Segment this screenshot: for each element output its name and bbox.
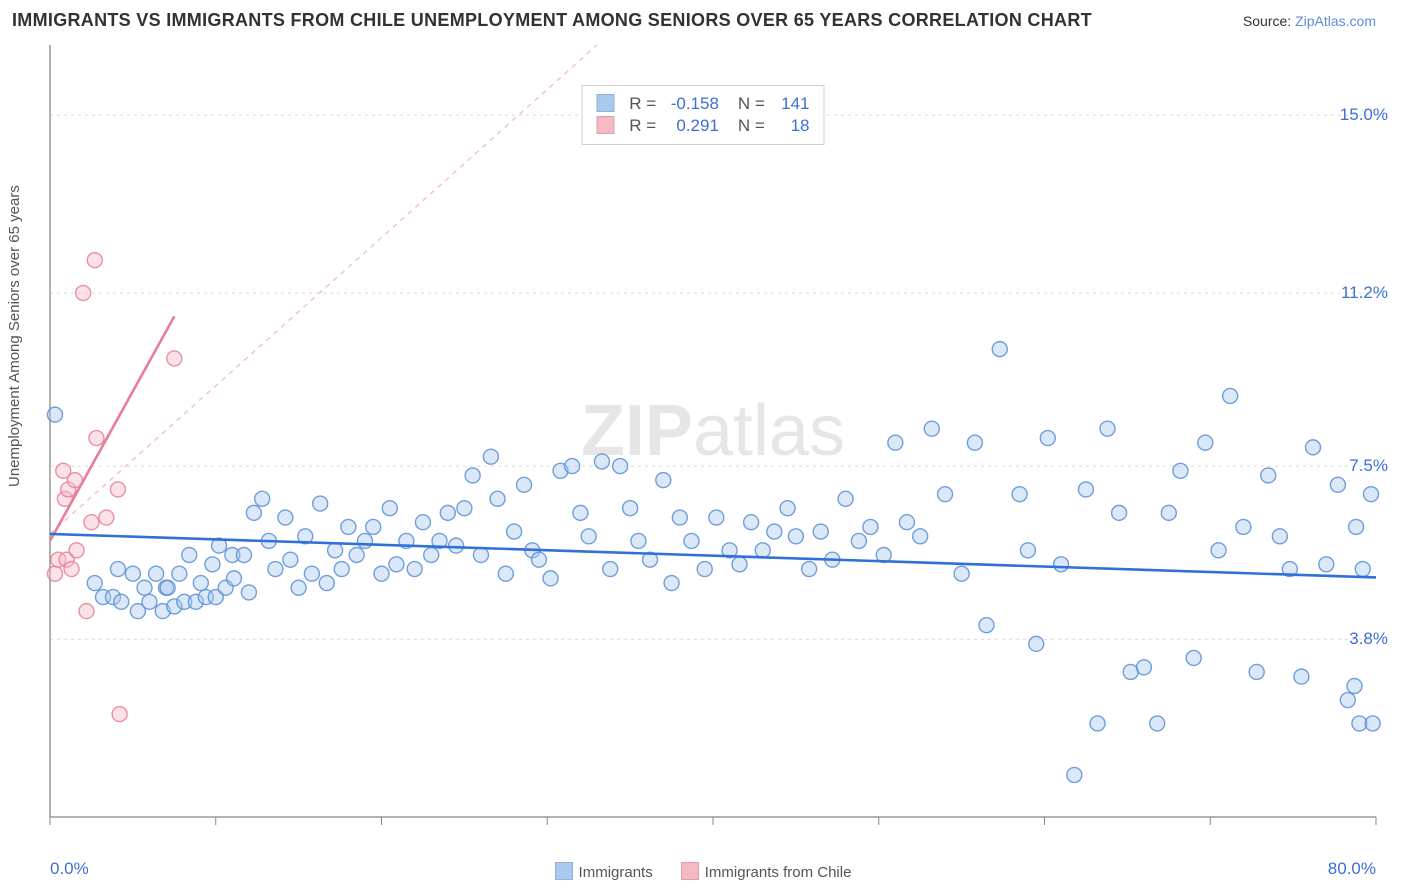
correlation-row-2: R = 0.291 N = 18 <box>597 116 810 136</box>
correlation-row-1: R = -0.158 N = 141 <box>597 94 810 114</box>
source-link[interactable]: ZipAtlas.com <box>1295 13 1376 29</box>
y-tick-label: 15.0% <box>1340 105 1388 125</box>
y-axis-label: Unemployment Among Seniors over 65 years <box>6 185 23 487</box>
legend-item-1: Immigrants <box>555 862 653 881</box>
legend-item-2: Immigrants from Chile <box>681 862 852 881</box>
legend: Immigrants Immigrants from Chile <box>0 862 1406 881</box>
y-tick-label: 11.2% <box>1341 283 1388 303</box>
source-label: Source: ZipAtlas.com <box>1243 13 1376 29</box>
scatter-plot: ZIPatlas <box>0 37 1406 847</box>
y-tick-label: 3.8% <box>1349 629 1388 649</box>
chart-title: IMMIGRANTS VS IMMIGRANTS FROM CHILE UNEM… <box>12 10 1092 31</box>
correlation-legend: R = -0.158 N = 141 R = 0.291 N = 18 <box>582 85 825 145</box>
y-tick-label: 7.5% <box>1349 456 1388 476</box>
chart-area: Unemployment Among Seniors over 65 years… <box>0 37 1406 885</box>
